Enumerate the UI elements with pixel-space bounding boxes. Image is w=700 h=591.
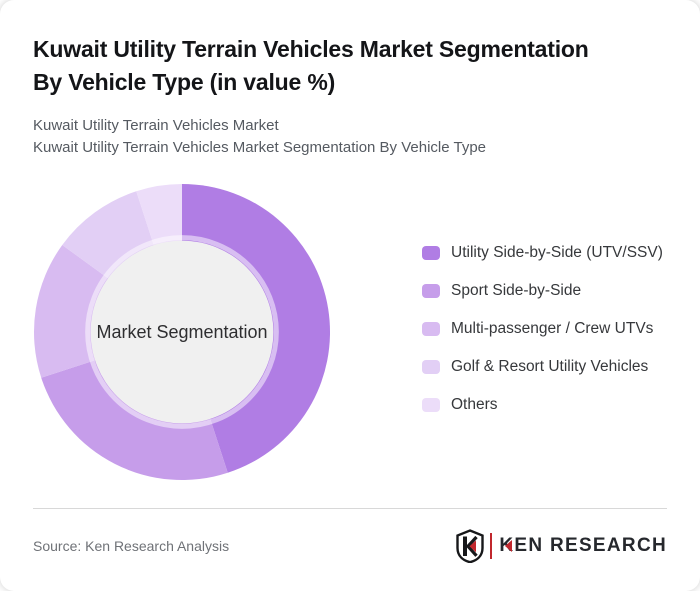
logo-wordmark: KEN RESEARCH <box>499 535 667 557</box>
legend-item-1: Utility Side-by-Side (UTV/SSV) <box>422 243 663 263</box>
legend-item-3: Multi-passenger / Crew UTVs <box>422 319 663 339</box>
legend-item-2: Sport Side-by-Side <box>422 281 663 301</box>
legend-swatch <box>422 246 440 260</box>
chart-area: Market Segmentation Utility Side-by-Side… <box>33 183 667 481</box>
legend-label: Others <box>451 396 498 413</box>
legend-label: Multi-passenger / Crew UTVs <box>451 320 654 337</box>
donut-chart-svg <box>33 183 331 481</box>
legend-label: Utility Side-by-Side (UTV/SSV) <box>451 244 663 261</box>
footer: Source: Ken Research Analysis KEN RESEAR… <box>33 509 667 583</box>
source-note: Source: Ken Research Analysis <box>33 538 230 554</box>
legend-label: Golf & Resort Utility Vehicles <box>451 358 649 375</box>
footer-divider <box>33 508 667 509</box>
donut-chart: Market Segmentation <box>33 183 331 481</box>
page-title: Kuwait Utility Terrain Vehicles Market S… <box>33 33 667 99</box>
legend-swatch <box>422 322 440 336</box>
ken-research-logo: KEN RESEARCH <box>455 529 667 563</box>
chart-legend: Utility Side-by-Side (UTV/SSV) Sport Side… <box>422 243 663 481</box>
subtitle: Kuwait Utility Terrain Vehicles Market K… <box>33 115 667 159</box>
ken-research-shield-icon <box>456 529 485 563</box>
shield-k-diagonals <box>466 535 479 557</box>
legend-item-5: Others <box>422 395 663 415</box>
logo-k-red-triangle-icon <box>505 540 513 552</box>
legend-swatch <box>422 360 440 374</box>
shield-k-red-triangle <box>469 540 477 553</box>
logo-separator <box>490 533 493 559</box>
legend-swatch <box>422 398 440 412</box>
page-title-line1: Kuwait Utility Terrain Vehicles Market S… <box>33 36 589 62</box>
donut-hole <box>90 240 274 424</box>
logo-text: KEN RESEARCH <box>499 535 667 556</box>
legend-item-4: Golf & Resort Utility Vehicles <box>422 357 663 377</box>
subtitle-line2: Kuwait Utility Terrain Vehicles Market S… <box>33 139 487 156</box>
donut-hole-halo <box>85 235 279 429</box>
subtitle-line1: Kuwait Utility Terrain Vehicles Market <box>33 117 279 134</box>
legend-swatch <box>422 284 440 298</box>
page-title-line2: By Vehicle Type (in value %) <box>33 69 336 95</box>
legend-label: Sport Side-by-Side <box>451 282 582 299</box>
shield-k-stem <box>463 536 468 556</box>
